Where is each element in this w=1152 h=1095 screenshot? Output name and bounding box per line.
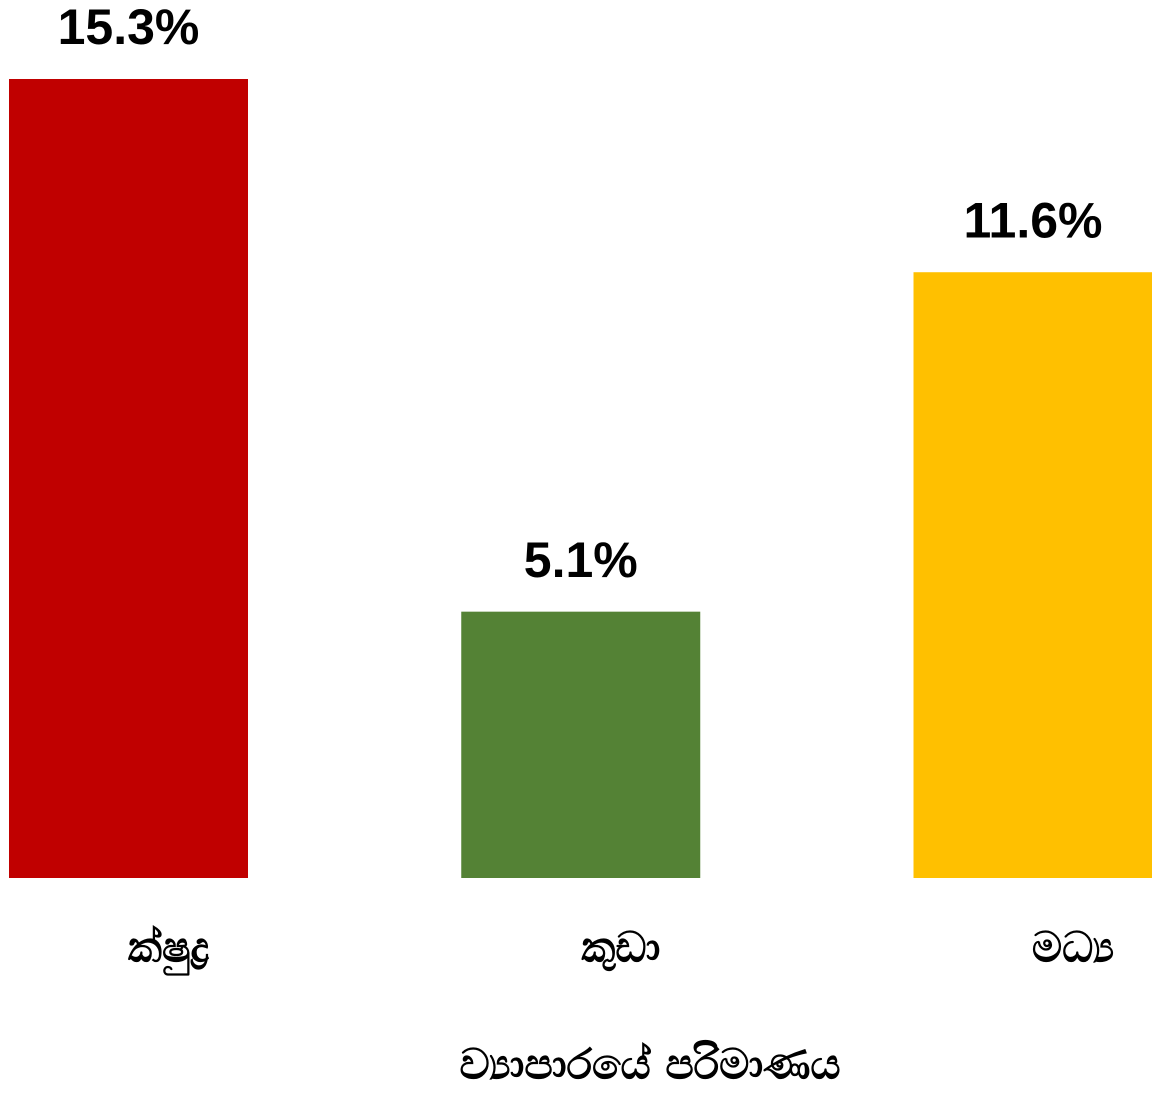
x-tick-label: ක්ෂුද්‍ර xyxy=(128,923,210,977)
data-label: 11.6% xyxy=(963,192,1102,248)
x-axis-label: ව්‍යාපාරයේ පරිමාණය xyxy=(459,1040,840,1089)
data-label: 5.1% xyxy=(524,532,638,588)
x-tick-label: කුඩා xyxy=(581,923,660,972)
bar xyxy=(9,79,248,878)
data-label: 15.3% xyxy=(58,0,200,55)
x-tick-label: මධ්‍ය xyxy=(1032,923,1114,972)
bar xyxy=(913,272,1152,878)
bar xyxy=(461,611,701,878)
